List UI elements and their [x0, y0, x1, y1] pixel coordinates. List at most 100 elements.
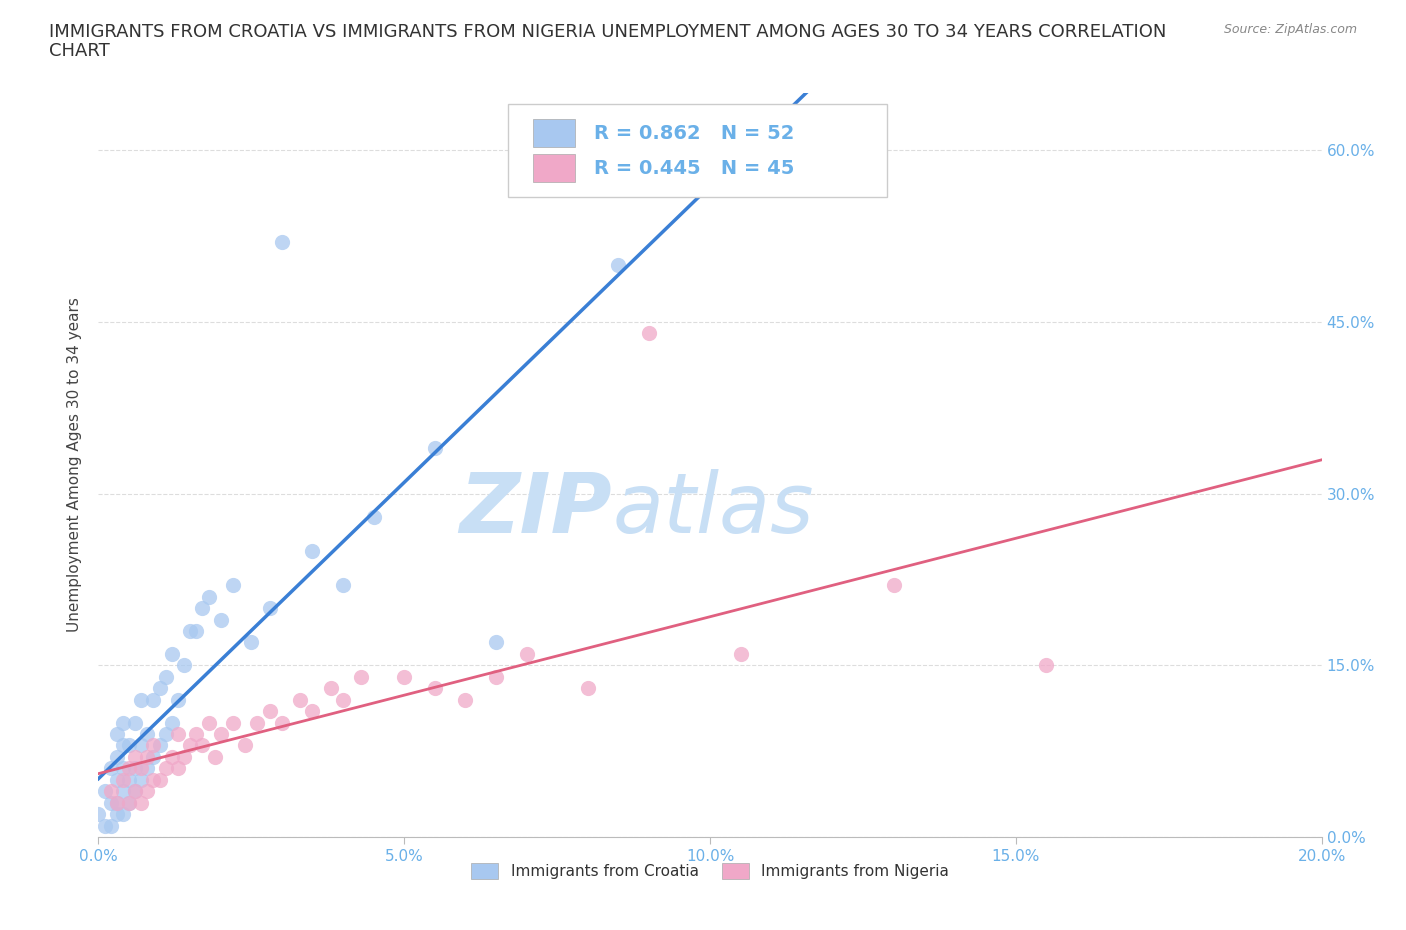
- Text: Source: ZipAtlas.com: Source: ZipAtlas.com: [1223, 23, 1357, 36]
- Point: [142, 692, 165, 707]
- Text: atlas: atlas: [612, 469, 814, 551]
- Point: [105, 772, 128, 787]
- Text: CHART: CHART: [49, 42, 110, 60]
- Point: [173, 750, 195, 764]
- Point: [124, 750, 146, 764]
- Point: [191, 601, 214, 616]
- Point: [118, 738, 141, 753]
- Point: [167, 692, 190, 707]
- Point: [118, 795, 141, 810]
- Point: [93, 818, 115, 833]
- Point: [637, 326, 661, 340]
- Point: [124, 715, 146, 730]
- Point: [149, 738, 172, 753]
- Point: [105, 806, 128, 821]
- Point: [136, 761, 159, 776]
- Point: [118, 795, 141, 810]
- Point: [197, 715, 219, 730]
- Point: [111, 738, 134, 753]
- Point: [883, 578, 905, 592]
- Point: [100, 784, 122, 799]
- Point: [350, 670, 373, 684]
- Point: [516, 646, 538, 661]
- Point: [155, 670, 177, 684]
- Point: [576, 681, 599, 696]
- Point: [160, 715, 183, 730]
- Point: [155, 726, 177, 741]
- Point: [246, 715, 269, 730]
- Point: [186, 623, 208, 638]
- Point: [240, 635, 263, 650]
- Point: [149, 772, 172, 787]
- Point: [111, 761, 134, 776]
- Point: [1035, 658, 1057, 672]
- Point: [142, 738, 165, 753]
- Point: [136, 784, 159, 799]
- Point: [111, 784, 134, 799]
- Point: [136, 750, 159, 764]
- Point: [129, 772, 152, 787]
- Point: [301, 704, 323, 719]
- Point: [301, 543, 323, 558]
- Point: [332, 692, 354, 707]
- Text: ZIP: ZIP: [460, 469, 612, 551]
- Point: [423, 681, 446, 696]
- Point: [209, 726, 232, 741]
- Text: R = 0.862   N = 52: R = 0.862 N = 52: [593, 124, 794, 142]
- FancyBboxPatch shape: [508, 104, 887, 197]
- Point: [607, 258, 630, 272]
- Point: [129, 738, 152, 753]
- Point: [290, 692, 312, 707]
- Point: [332, 578, 354, 592]
- Point: [100, 761, 122, 776]
- Point: [100, 818, 122, 833]
- Bar: [533, 119, 575, 147]
- Point: [454, 692, 477, 707]
- Point: [87, 806, 110, 821]
- Point: [167, 726, 190, 741]
- Point: [105, 795, 128, 810]
- Point: [160, 646, 183, 661]
- Point: [233, 738, 256, 753]
- Point: [179, 623, 201, 638]
- Point: [259, 704, 281, 719]
- Point: [197, 590, 219, 604]
- Point: [423, 441, 446, 456]
- Point: [129, 761, 152, 776]
- Point: [319, 681, 342, 696]
- Point: [485, 670, 508, 684]
- Point: [129, 795, 152, 810]
- Point: [93, 784, 115, 799]
- Point: [191, 738, 214, 753]
- Point: [118, 772, 141, 787]
- Legend: Immigrants from Croatia, Immigrants from Nigeria: Immigrants from Croatia, Immigrants from…: [465, 857, 955, 885]
- Point: [149, 681, 172, 696]
- Point: [136, 726, 159, 741]
- Point: [142, 772, 165, 787]
- Point: [222, 715, 245, 730]
- Point: [124, 784, 146, 799]
- Point: [363, 509, 385, 524]
- Point: [485, 635, 508, 650]
- Point: [270, 715, 292, 730]
- Text: R = 0.445   N = 45: R = 0.445 N = 45: [593, 159, 794, 178]
- Point: [167, 761, 190, 776]
- Point: [118, 761, 141, 776]
- Point: [179, 738, 201, 753]
- Point: [124, 784, 146, 799]
- Point: [270, 234, 292, 249]
- Point: [100, 795, 122, 810]
- Point: [209, 612, 232, 627]
- Text: IMMIGRANTS FROM CROATIA VS IMMIGRANTS FROM NIGERIA UNEMPLOYMENT AMONG AGES 30 TO: IMMIGRANTS FROM CROATIA VS IMMIGRANTS FR…: [49, 23, 1167, 41]
- Point: [129, 692, 152, 707]
- Point: [204, 750, 226, 764]
- Point: [392, 670, 416, 684]
- Point: [124, 761, 146, 776]
- Point: [105, 750, 128, 764]
- Point: [259, 601, 281, 616]
- Point: [173, 658, 195, 672]
- Point: [186, 726, 208, 741]
- Point: [111, 772, 134, 787]
- Point: [105, 726, 128, 741]
- Point: [142, 750, 165, 764]
